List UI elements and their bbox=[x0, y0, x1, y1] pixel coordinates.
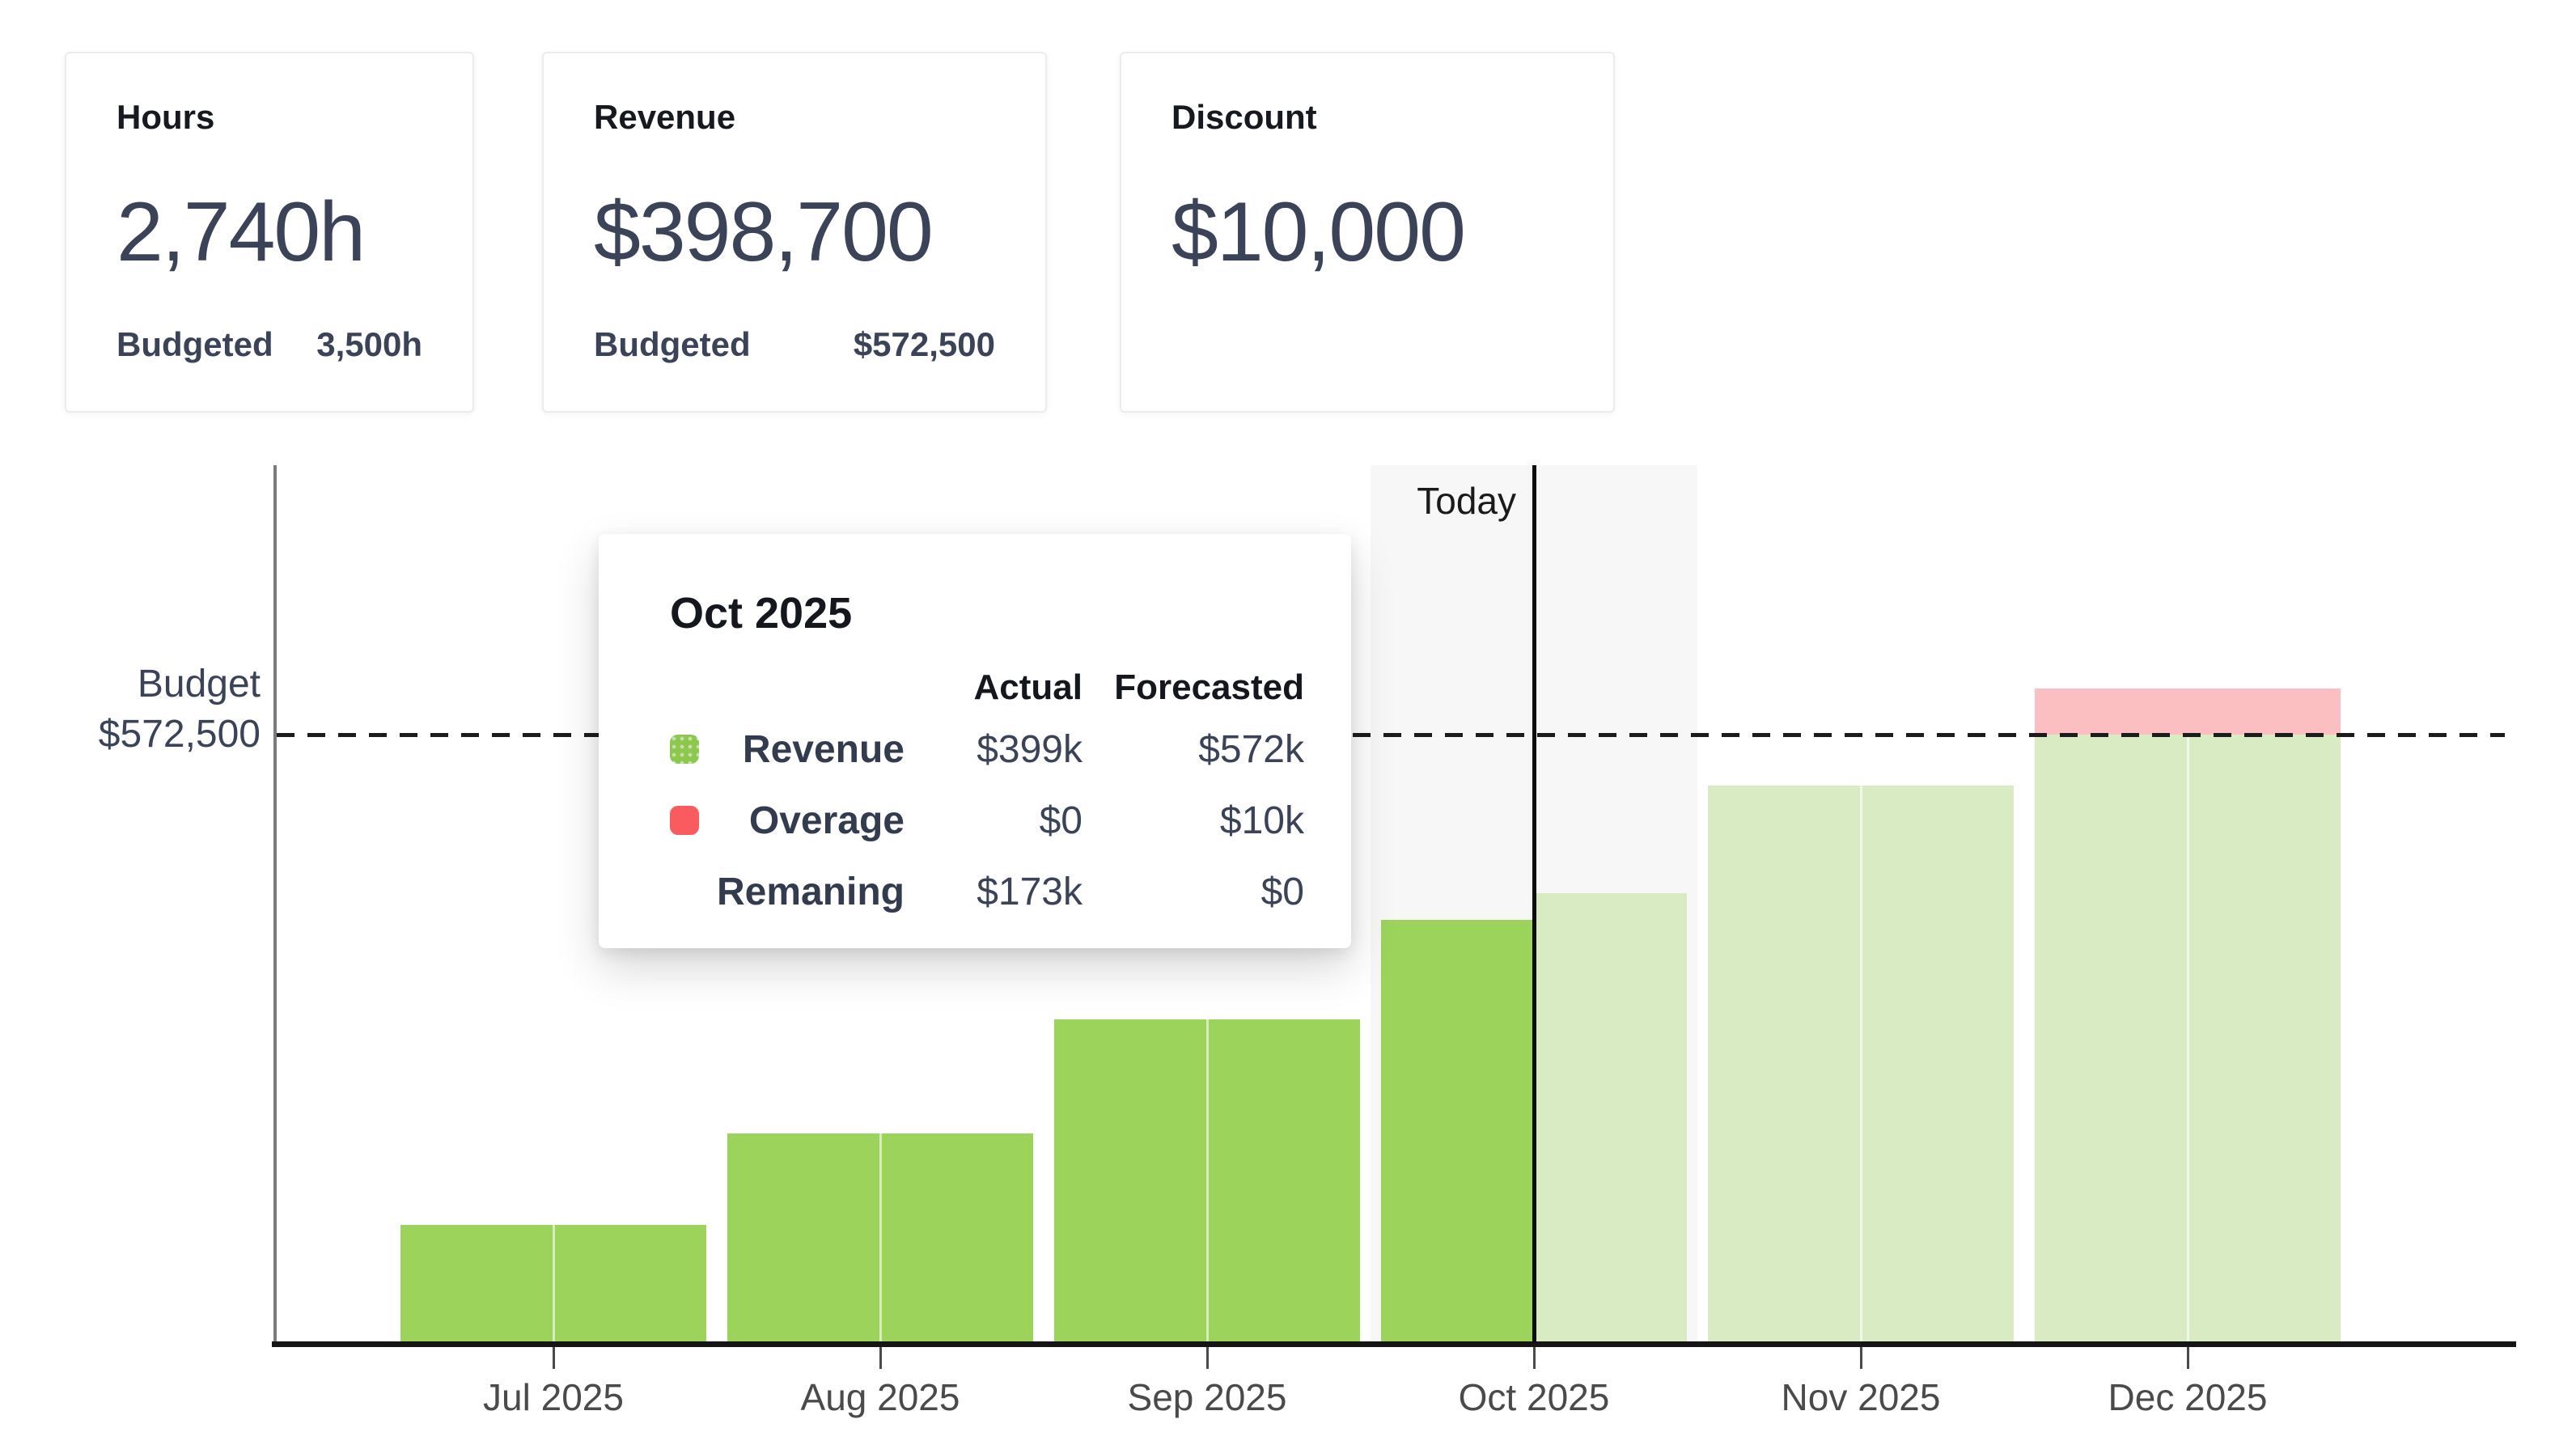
x-tick-aug-2025 bbox=[879, 1347, 882, 1369]
today-label: Today bbox=[1417, 480, 1516, 522]
bar-oct-2025-actual[interactable] bbox=[1381, 920, 1534, 1345]
bar-aug-2025-half-divider bbox=[879, 1133, 882, 1345]
budget-axis-label-line2: $572,500 bbox=[98, 713, 261, 756]
hours-card-title: Hours bbox=[117, 98, 215, 136]
tooltip-row-overage-forecasted: $10k bbox=[1219, 799, 1304, 842]
x-axis-label-sep-2025: Sep 2025 bbox=[1127, 1376, 1287, 1418]
bar-sep-2025-half-divider bbox=[1206, 1019, 1209, 1345]
revenue-budgeted-value: $572,500 bbox=[853, 325, 995, 363]
tooltip-row-remaining-forecasted: $0 bbox=[1260, 870, 1304, 913]
today-marker-line bbox=[1532, 465, 1536, 1343]
tooltip-row-revenue-forecasted: $572k bbox=[1198, 727, 1304, 771]
x-axis-label-jul-2025: Jul 2025 bbox=[483, 1376, 624, 1418]
tooltip-row-revenue-label: Revenue bbox=[742, 727, 905, 771]
tooltip-row-revenue-actual: $399k bbox=[977, 727, 1083, 771]
revenue-legend-icon bbox=[670, 735, 699, 764]
hours-budgeted-value: 3,500h bbox=[316, 325, 422, 363]
bar-nov-2025-half-divider bbox=[1860, 786, 1862, 1345]
discount-card: Discount $10,000 bbox=[1120, 52, 1615, 413]
x-axis-label-aug-2025: Aug 2025 bbox=[800, 1376, 960, 1418]
x-tick-oct-2025 bbox=[1533, 1347, 1536, 1369]
budget-axis-label-line1: Budget bbox=[137, 663, 261, 705]
bar-jul-2025-half-divider bbox=[553, 1225, 555, 1345]
tooltip-header-actual: Actual bbox=[973, 667, 1083, 707]
hours-card: Hours 2,740h Budgeted 3,500h bbox=[65, 52, 474, 413]
bar-dec-2025-overage[interactable] bbox=[2035, 688, 2341, 735]
x-tick-nov-2025 bbox=[1860, 1347, 1862, 1369]
tooltip-row-remaining-label: Remaning bbox=[716, 870, 905, 913]
x-tick-sep-2025 bbox=[1206, 1347, 1209, 1369]
discount-card-value: $10,000 bbox=[1171, 185, 1466, 279]
tooltip-header-forecasted: Forecasted bbox=[1114, 667, 1304, 707]
revenue-card-title: Revenue bbox=[594, 98, 736, 136]
budget-axis-label: Budget $572,500 bbox=[99, 659, 261, 760]
x-axis-label-dec-2025: Dec 2025 bbox=[2108, 1376, 2268, 1418]
x-axis-label-oct-2025: Oct 2025 bbox=[1458, 1376, 1610, 1418]
revenue-card-footer: Budgeted $572,500 bbox=[594, 325, 995, 364]
overage-legend-icon bbox=[670, 806, 699, 835]
hours-card-footer: Budgeted 3,500h bbox=[117, 325, 422, 364]
hours-card-value: 2,740h bbox=[117, 185, 366, 279]
hours-budgeted-label: Budgeted bbox=[117, 325, 273, 363]
tooltip-table: Actual Forecasted Revenue $399k $572k Ov… bbox=[670, 662, 1304, 927]
discount-card-title: Discount bbox=[1171, 98, 1317, 136]
bar-oct-2025-forecast[interactable] bbox=[1536, 893, 1687, 1345]
tooltip-row-overage-actual: $0 bbox=[1039, 799, 1083, 842]
revenue-budgeted-label: Budgeted bbox=[594, 325, 751, 363]
budget-dashed-line bbox=[277, 733, 2505, 737]
revenue-card-value: $398,700 bbox=[594, 185, 934, 279]
tooltip-title: Oct 2025 bbox=[670, 589, 853, 638]
chart-tooltip: Oct 2025 Actual Forecasted Revenue $399k… bbox=[599, 534, 1351, 948]
tooltip-row-overage-label: Overage bbox=[748, 799, 905, 842]
bar-dec-2025-half-divider bbox=[2187, 735, 2189, 1345]
x-axis-line bbox=[272, 1341, 2516, 1347]
x-axis-label-nov-2025: Nov 2025 bbox=[1781, 1376, 1941, 1418]
revenue-card: Revenue $398,700 Budgeted $572,500 bbox=[542, 52, 1047, 413]
x-tick-jul-2025 bbox=[553, 1347, 555, 1369]
tooltip-row-remaining-actual: $173k bbox=[977, 870, 1083, 913]
x-tick-dec-2025 bbox=[2187, 1347, 2189, 1369]
y-axis-line bbox=[273, 465, 277, 1345]
